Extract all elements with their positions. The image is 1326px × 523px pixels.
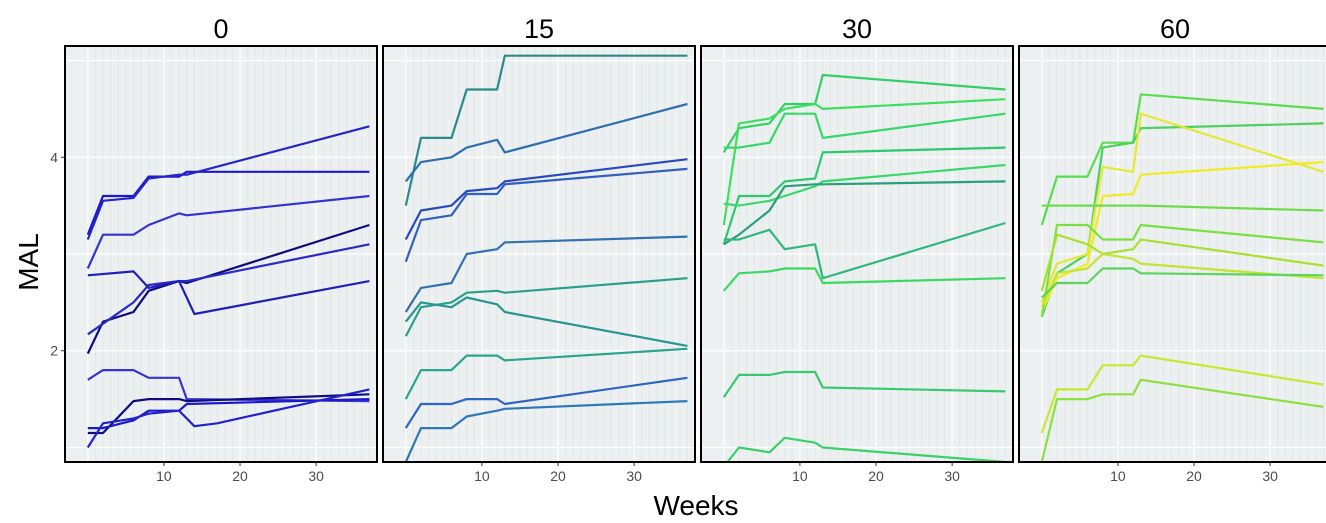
series-line-7 <box>87 369 370 403</box>
y-tick-label: 4 <box>50 149 58 165</box>
facet-panel-60: 60 10 20 30 <box>1018 14 1326 484</box>
x-tick-label: 10 <box>156 468 172 484</box>
series-line-9 <box>87 398 370 430</box>
series-group <box>722 73 1006 462</box>
series-line-6 <box>404 277 688 337</box>
series-line-3 <box>86 194 370 269</box>
x-tick-label: 30 <box>308 468 324 484</box>
series-group <box>404 54 688 462</box>
panel-border <box>1018 45 1326 463</box>
series-line-10 <box>726 436 1006 462</box>
series-line-9 <box>722 370 1006 398</box>
y-axis-title: MAL <box>13 233 44 291</box>
series-line-8 <box>722 267 1006 292</box>
series-line-8 <box>404 347 688 400</box>
series-line-4 <box>86 223 370 355</box>
series-line-6 <box>87 270 370 316</box>
facet-panel-0: 0 10 20 30 2 4 <box>50 14 378 484</box>
facet-title: 60 <box>1160 14 1190 44</box>
series-group <box>86 125 370 449</box>
series-line-4 <box>404 167 688 263</box>
series-line-3 <box>404 158 688 241</box>
series-line-3 <box>723 112 1006 149</box>
x-tick-label: 10 <box>1110 468 1126 484</box>
facet-panel-15: 15 10 20 30 <box>382 14 696 484</box>
x-tick-label: 30 <box>1262 468 1278 484</box>
series-line-4 <box>1040 161 1324 313</box>
series-line-1 <box>404 54 688 206</box>
series-line-5 <box>87 243 370 336</box>
series-line-3 <box>1040 112 1324 303</box>
series-line-5 <box>1041 204 1324 212</box>
series-line-4 <box>722 146 1006 245</box>
facet-panels: 0 10 20 30 2 4 15 10 20 30 30 10 20 30 60 10 20 30 <box>50 14 1326 484</box>
series-line-7 <box>723 221 1006 280</box>
panel-border <box>382 45 696 463</box>
facet-panel-30: 30 10 20 30 <box>700 14 1014 484</box>
series-line-8 <box>87 393 370 435</box>
x-tick-label: 20 <box>232 468 248 484</box>
series-line-10 <box>1040 354 1324 434</box>
series-line-6 <box>1040 223 1324 318</box>
series-line-7 <box>404 296 688 347</box>
x-tick-label: 20 <box>868 468 884 484</box>
series-line-10 <box>86 388 370 449</box>
series-line-1 <box>86 170 370 236</box>
x-tick-label: 10 <box>474 468 490 484</box>
series-line-5 <box>723 163 1006 207</box>
series-line-6 <box>723 180 1006 246</box>
series-line-2 <box>404 102 688 183</box>
x-tick-label: 10 <box>792 468 808 484</box>
series-line-1 <box>1040 93 1324 226</box>
series-line-9 <box>1041 267 1324 299</box>
x-tick-label: 30 <box>626 468 642 484</box>
series-line-5 <box>404 235 688 313</box>
series-line-2 <box>86 125 370 240</box>
facet-title: 0 <box>213 14 228 44</box>
facet-title: 15 <box>524 14 554 44</box>
panel-border <box>700 45 1014 463</box>
x-tick-label: 20 <box>1186 468 1202 484</box>
x-tick-label: 30 <box>944 468 960 484</box>
series-line-2 <box>722 98 1006 226</box>
x-tick-label: 20 <box>550 468 566 484</box>
series-line-11 <box>1040 378 1324 462</box>
panel-border <box>64 45 378 463</box>
series-line-9 <box>404 376 688 429</box>
series-group <box>1040 93 1324 462</box>
y-tick-label: 2 <box>50 343 58 359</box>
facet-title: 30 <box>842 14 872 44</box>
series-line-10 <box>404 400 688 462</box>
x-axis-title: Weeks <box>653 490 738 521</box>
series-line-8 <box>1040 252 1324 308</box>
